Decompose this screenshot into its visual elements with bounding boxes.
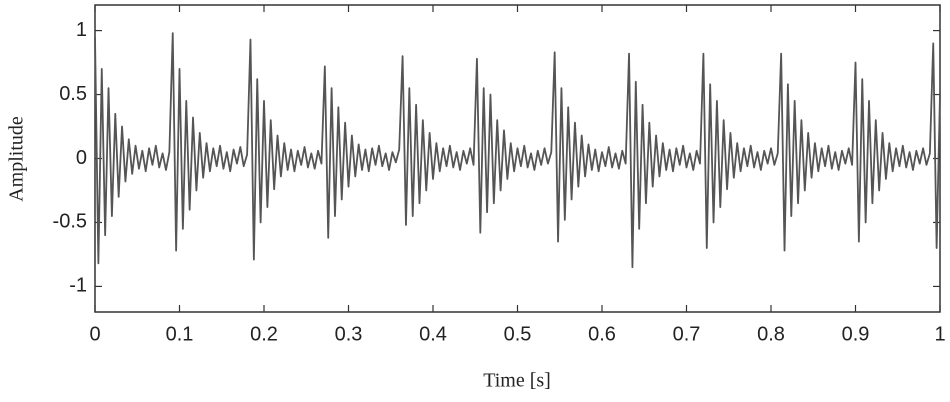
x-tick-label: 0.7 bbox=[673, 323, 701, 345]
y-tick-label: -1 bbox=[69, 275, 87, 297]
signal-line bbox=[94, 32, 941, 269]
x-tick-label: 0.5 bbox=[504, 323, 532, 345]
y-axis-label: Amplitude bbox=[6, 116, 28, 202]
x-tick-label: 0.8 bbox=[757, 323, 785, 345]
y-tick-label: 0 bbox=[76, 147, 87, 169]
y-tick-label: 1 bbox=[76, 19, 87, 41]
y-tick-label: 0.5 bbox=[59, 83, 87, 105]
x-tick-label: 0.9 bbox=[842, 323, 870, 345]
x-tick-label: 0 bbox=[89, 323, 100, 345]
x-tick-label: 0.2 bbox=[250, 323, 278, 345]
x-tick-label: 0.3 bbox=[335, 323, 363, 345]
x-tick-label: 1 bbox=[934, 323, 945, 345]
x-axis-label: Time [s] bbox=[483, 370, 551, 392]
x-tick-label: 0.1 bbox=[166, 323, 194, 345]
y-tick-label: -0.5 bbox=[53, 211, 87, 233]
x-tick-label: 0.6 bbox=[588, 323, 616, 345]
x-tick-label: 0.4 bbox=[419, 323, 447, 345]
